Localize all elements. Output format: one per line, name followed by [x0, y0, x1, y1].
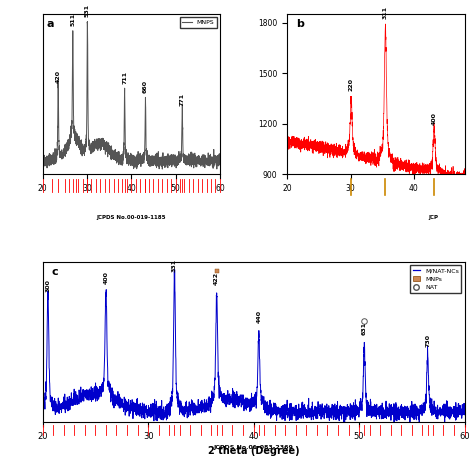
- Legend: MNPS: MNPS: [180, 18, 217, 27]
- Text: JCPDS No.01-083-2369: JCPDS No.01-083-2369: [214, 445, 293, 450]
- Text: 220: 220: [349, 78, 354, 91]
- Text: 771: 771: [180, 93, 185, 106]
- Text: 420: 420: [55, 70, 61, 83]
- Text: 440: 440: [256, 310, 261, 323]
- X-axis label: 2 theta (Degree): 2 theta (Degree): [208, 446, 300, 456]
- Text: 631: 631: [362, 322, 367, 335]
- Text: 311: 311: [383, 6, 388, 19]
- Text: 331: 331: [172, 259, 177, 272]
- Text: b: b: [296, 19, 304, 29]
- Text: 711: 711: [122, 71, 127, 83]
- Text: JCPDS No.00-019-1185: JCPDS No.00-019-1185: [97, 215, 166, 220]
- Text: 511: 511: [70, 13, 75, 26]
- Text: 422: 422: [214, 272, 219, 285]
- Text: c: c: [51, 267, 58, 277]
- Text: 531: 531: [85, 4, 90, 17]
- Text: 300: 300: [46, 279, 50, 292]
- Text: 730: 730: [425, 334, 430, 347]
- Text: a: a: [46, 19, 54, 29]
- Text: 660: 660: [143, 80, 148, 93]
- Text: JCP: JCP: [428, 215, 438, 220]
- Text: 400: 400: [103, 272, 109, 284]
- Text: 400: 400: [432, 112, 437, 125]
- Legend: M/NAT-NCs, MNPs, NAT: M/NAT-NCs, MNPs, NAT: [410, 265, 461, 292]
